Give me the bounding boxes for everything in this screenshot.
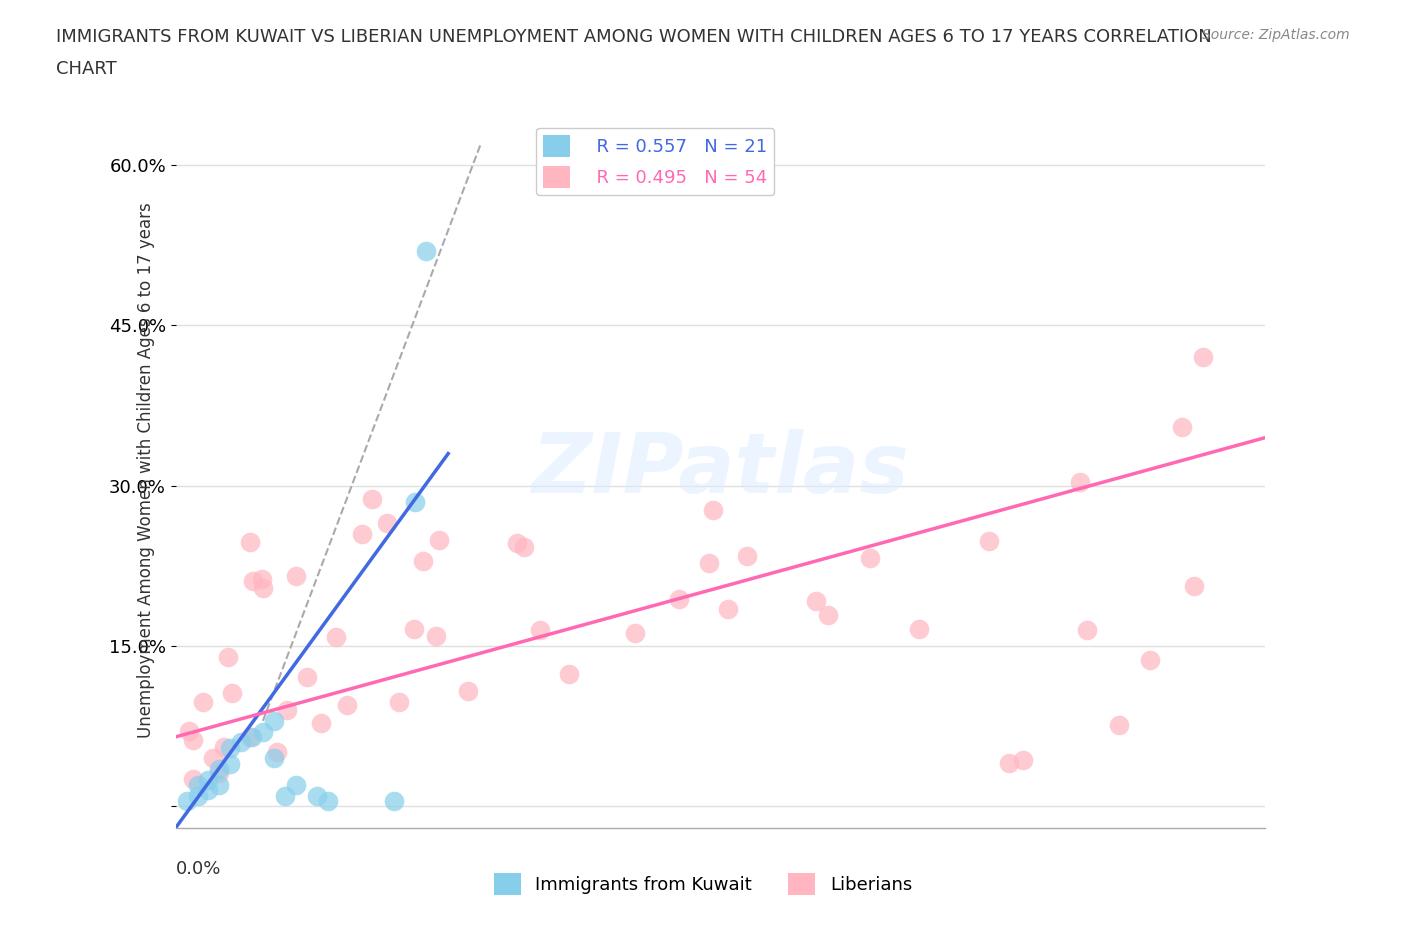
Point (1108, 717, 1130, 732)
Legend: Immigrants from Kuwait, Liberians: Immigrants from Kuwait, Liberians (486, 866, 920, 902)
Point (350, 526, 373, 541)
Y-axis label: Unemployment Among Women with Children Ages 6 to 17 years: Unemployment Among Women with Children A… (136, 202, 155, 737)
Text: IMMIGRANTS FROM KUWAIT VS LIBERIAN UNEMPLOYMENT AMONG WOMEN WITH CHILDREN AGES 6: IMMIGRANTS FROM KUWAIT VS LIBERIAN UNEMP… (56, 28, 1212, 46)
Point (307, 789, 329, 804)
Point (360, 492, 382, 507)
Point (624, 626, 647, 641)
Point (207, 765, 229, 780)
Point (239, 729, 262, 744)
Point (239, 535, 262, 550)
Point (405, 494, 427, 509)
Point (191, 695, 214, 710)
Point (217, 649, 239, 664)
Point (1139, 652, 1161, 667)
Point (977, 533, 1000, 548)
Point (276, 703, 298, 718)
Point (529, 622, 551, 637)
Point (325, 630, 347, 644)
Point (201, 751, 224, 765)
Point (263, 751, 285, 765)
Legend:   R = 0.557   N = 21,   R = 0.495   N = 54: R = 0.557 N = 21, R = 0.495 N = 54 (536, 127, 775, 195)
Point (179, 724, 201, 738)
Point (668, 591, 690, 606)
Point (427, 532, 450, 547)
Point (699, 556, 721, 571)
Point (250, 571, 273, 586)
Point (817, 608, 839, 623)
Point (208, 777, 231, 792)
Point (219, 740, 242, 755)
Point (263, 713, 285, 728)
Point (735, 549, 758, 564)
Point (214, 739, 236, 754)
Point (242, 574, 264, 589)
Point (375, 515, 398, 530)
Point (186, 777, 209, 792)
Point (197, 772, 219, 787)
Point (284, 568, 307, 583)
Point (221, 685, 243, 700)
Point (284, 777, 307, 792)
Point (336, 698, 359, 712)
Point (402, 621, 425, 636)
Text: CHART: CHART (56, 60, 117, 78)
Point (183, 732, 205, 747)
Point (252, 724, 274, 739)
Point (513, 539, 536, 554)
Point (1076, 622, 1098, 637)
Point (183, 771, 205, 786)
Point (1069, 474, 1091, 489)
Point (717, 602, 740, 617)
Point (412, 553, 434, 568)
Point (907, 622, 929, 637)
Point (197, 783, 219, 798)
Point (318, 793, 340, 808)
Point (382, 793, 405, 808)
Point (1012, 752, 1035, 767)
Point (186, 789, 209, 804)
Point (859, 551, 882, 565)
Point (1171, 419, 1194, 434)
Point (702, 502, 724, 517)
Text: 0.0%: 0.0% (176, 860, 221, 878)
Point (208, 762, 231, 777)
Point (558, 667, 581, 682)
Point (998, 755, 1021, 770)
Point (1191, 350, 1213, 365)
Point (506, 536, 529, 551)
Point (388, 695, 411, 710)
Point (309, 715, 332, 730)
Point (1184, 578, 1206, 593)
Point (457, 684, 479, 698)
Text: Source: ZipAtlas.com: Source: ZipAtlas.com (1202, 28, 1350, 42)
Point (806, 593, 828, 608)
Point (297, 670, 319, 684)
Text: ZIPatlas: ZIPatlas (531, 429, 910, 511)
Point (415, 243, 437, 258)
Point (266, 744, 288, 759)
Point (425, 629, 447, 644)
Point (219, 756, 242, 771)
Point (231, 735, 253, 750)
Point (252, 580, 274, 595)
Point (240, 729, 263, 744)
Point (176, 793, 198, 808)
Point (274, 789, 297, 804)
